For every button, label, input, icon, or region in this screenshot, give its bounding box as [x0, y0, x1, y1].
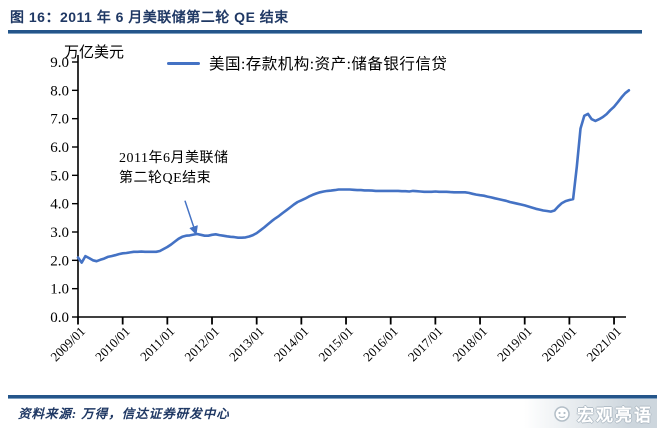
bottom-divider	[8, 395, 657, 399]
y-tick-label: 9.0	[50, 55, 69, 71]
y-tick-label: 7.0	[50, 112, 69, 128]
legend-series-label: 美国:存款机构:资产:储备银行信贷	[209, 56, 448, 73]
top-divider	[8, 30, 642, 34]
y-tick-label: 0.0	[50, 310, 69, 326]
annotation-line2: 第二轮QE结束	[119, 171, 212, 187]
annotation-arrow	[184, 200, 198, 236]
x-tick-label: 2010/01	[92, 324, 133, 365]
x-tick-label: 2011/01	[137, 324, 177, 364]
source-note: 资料来源: 万得，信达证券研发中心	[18, 407, 230, 421]
x-tick-label: 2017/01	[405, 324, 446, 365]
x-tick-label: 2018/01	[449, 324, 490, 365]
y-tick-label: 8.0	[50, 83, 69, 99]
x-tick-label: 2009/01	[47, 324, 88, 365]
x-tick-label: 2019/01	[494, 324, 535, 365]
y-axis-unit-label: 万亿美元	[64, 45, 125, 61]
x-tick-label: 2021/01	[583, 324, 624, 365]
figure-title: 图 16：2011 年 6 月美联储第二轮 QE 结束	[10, 9, 289, 25]
annotation-line1: 2011年6月美联储	[119, 151, 229, 166]
series-line	[76, 89, 631, 264]
chart-annotation: 2011年6月美联储 第二轮QE结束	[119, 149, 228, 190]
x-tick-label: 2016/01	[360, 324, 401, 365]
watermark-text: 宏观亮语	[577, 406, 653, 425]
y-tick-label: 1.0	[50, 282, 69, 298]
y-tick-label: 2.0	[50, 253, 69, 269]
y-tick-label: 6.0	[50, 140, 69, 156]
y-tick-label: 5.0	[50, 168, 69, 184]
y-tick-label: 3.0	[50, 225, 69, 241]
legend-line-swatch	[167, 61, 200, 65]
y-tick-label: 4.0	[50, 197, 69, 213]
x-tick-label: 2014/01	[271, 324, 312, 365]
x-tick-label: 2012/01	[181, 324, 222, 365]
watermark-badge: 宏观亮语	[524, 399, 657, 428]
legend: 美国:存款机构:资产:储备银行信贷	[167, 52, 447, 74]
speaker-face-icon	[553, 405, 571, 423]
x-tick-label: 2020/01	[539, 324, 580, 365]
x-tick-label: 2015/01	[315, 324, 356, 365]
x-tick-label: 2013/01	[226, 324, 267, 365]
